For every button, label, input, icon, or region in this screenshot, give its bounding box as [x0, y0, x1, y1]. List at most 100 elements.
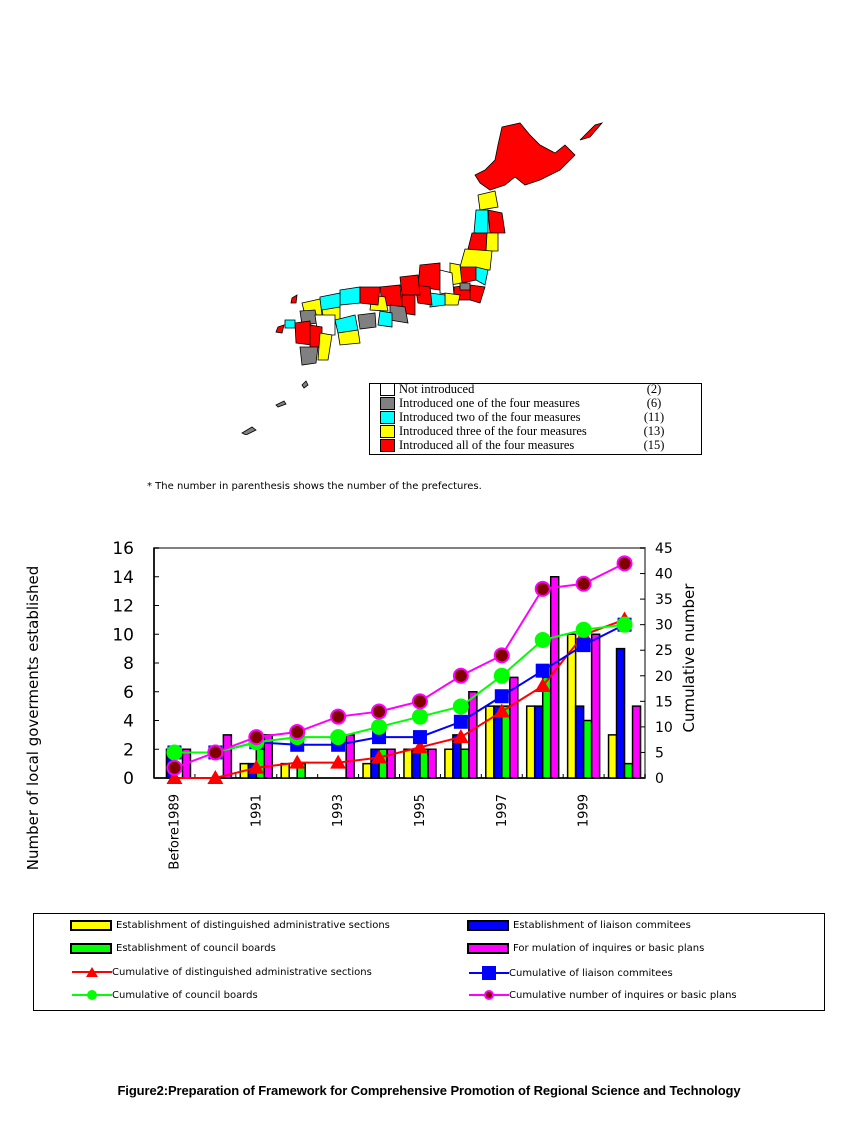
- legend-item: Cumulative of liaison commitees: [469, 966, 673, 980]
- legend-label: Establishment of liaison commitees: [513, 920, 691, 931]
- x-tick-label: 1997: [495, 794, 510, 827]
- y-tick-label: 12: [112, 597, 134, 617]
- legend-item: Establishment of distinguished administr…: [70, 920, 390, 931]
- bar: [574, 705, 585, 779]
- legend-item: Cumulative of council boards: [72, 989, 258, 1001]
- legend-item: Establishment of council boards: [70, 943, 276, 954]
- legend-swatch-gray: [380, 396, 395, 410]
- y-tick-label: 4: [123, 712, 134, 732]
- bar: [509, 676, 519, 779]
- x-tick-label: 1999: [577, 794, 592, 827]
- bar: [468, 691, 478, 779]
- bar: [607, 734, 618, 779]
- x-tick-label: Before1989: [167, 794, 182, 870]
- legend-label: Establishment of distinguished administr…: [116, 920, 390, 931]
- chart-legend: Establishment of distinguished administr…: [33, 913, 825, 1011]
- bar: [411, 748, 421, 779]
- y-tick-label: 14: [112, 568, 134, 588]
- y2-tick-label: 15: [655, 694, 673, 710]
- legend-item: For mulation of inquires or basic plans: [467, 943, 704, 954]
- map-legend-item: Not introduced: [380, 382, 474, 396]
- legend-count: (11): [643, 410, 665, 424]
- bar: [623, 762, 634, 779]
- legend-item: Cumulative number of inquires or basic p…: [469, 989, 737, 1001]
- legend-swatch-red: [380, 438, 395, 452]
- y2-tick-label: 40: [655, 567, 673, 583]
- figure-caption: Figure2:Preparation of Framework for Com…: [117, 1083, 741, 1098]
- x-tick-label: 1993: [331, 794, 346, 827]
- combo-chart: 0 2 4 6 8 10 12 14 16 0 5 10 15 20 25 30 35 40 45 Before198…: [24, 539, 698, 871]
- y2-tick-label: 10: [655, 720, 673, 736]
- y2-axis-title: Cumulative number: [680, 583, 698, 733]
- bar: [444, 748, 454, 779]
- y-tick-label: 2: [123, 740, 134, 760]
- bar: [590, 633, 601, 779]
- bar: [362, 762, 372, 779]
- legend-line-triangle-icon: [72, 967, 112, 977]
- map-legend: Not introduced (2) Introduced one of the…: [369, 382, 702, 455]
- y-tick-label: 16: [112, 539, 134, 559]
- legend-label: Introduced two of the four measures: [399, 409, 581, 424]
- map-legend-item: Introduced one of the four measures: [380, 396, 580, 410]
- map-note: * The number in parenthesis shows the nu…: [147, 481, 482, 492]
- legend-bar-yellow-icon: [70, 920, 112, 931]
- legend-label: Cumulative number of inquires or basic p…: [509, 989, 737, 1001]
- legend-label: Cumulative of distinguished administrati…: [112, 966, 372, 978]
- x-tick-label: 1991: [249, 794, 264, 827]
- legend-label: Not introduced: [399, 381, 475, 396]
- legend-line-square-icon: [469, 966, 509, 980]
- bar: [615, 647, 626, 779]
- y2-tick-label: 35: [655, 592, 673, 608]
- legend-swatch-cyan: [380, 410, 395, 424]
- y2-tick-label: 0: [655, 771, 664, 787]
- y-tick-label: 6: [123, 683, 134, 703]
- y2-tick-label: 5: [655, 745, 664, 761]
- bar: [525, 705, 536, 779]
- bar: [549, 576, 560, 779]
- legend-label: For mulation of inquires or basic plans: [513, 943, 705, 954]
- bar: [403, 748, 413, 779]
- legend-bar-green-icon: [70, 943, 112, 954]
- legend-count: (6): [646, 396, 662, 410]
- map-legend-item: Introduced two of the four measures: [380, 410, 581, 424]
- bar: [566, 633, 577, 779]
- bar: [631, 705, 642, 779]
- map-legend-item: Introduced three of the four measures: [380, 424, 587, 438]
- legend-item: Cumulative of distinguished administrati…: [72, 966, 372, 978]
- japan-prefecture-map: [241, 122, 604, 435]
- legend-line-dark-circle-icon: [469, 990, 509, 1000]
- y-axis-title: Number of local goverments established: [24, 566, 42, 871]
- legend-item: Establishment of liaison commitees: [467, 920, 691, 931]
- bar: [541, 676, 552, 779]
- y-tick-label: 8: [123, 654, 134, 674]
- x-tick-label: 1995: [413, 794, 428, 827]
- legend-bar-blue-icon: [467, 920, 509, 931]
- legend-count: (15): [643, 438, 665, 452]
- legend-count: (13): [643, 424, 665, 438]
- bar: [460, 748, 470, 779]
- bar: [582, 719, 593, 779]
- legend-label: Establishment of council boards: [116, 943, 276, 954]
- y2-tick-label: 45: [655, 541, 673, 557]
- bar: [386, 748, 396, 779]
- y2-tick-label: 25: [655, 643, 673, 659]
- bar: [222, 734, 233, 779]
- legend-label: Introduced all of the four measures: [399, 437, 575, 452]
- y-tick-label: 0: [123, 769, 134, 789]
- legend-swatch-white: [380, 382, 395, 396]
- bar: [533, 705, 544, 779]
- y-tick-label: 10: [112, 625, 134, 645]
- bar: [427, 748, 437, 779]
- legend-label: Introduced one of the four measures: [399, 395, 580, 410]
- y2-tick-label: 20: [655, 669, 673, 685]
- legend-line-circle-icon: [72, 990, 112, 1000]
- legend-label: Cumulative of liaison commitees: [509, 967, 673, 979]
- y2-tick-label: 30: [655, 618, 673, 634]
- legend-bar-magenta-icon: [467, 943, 509, 954]
- bar: [419, 748, 429, 779]
- legend-label: Introduced three of the four measures: [399, 423, 587, 438]
- legend-count: (2): [646, 382, 662, 396]
- legend-swatch-yellow: [380, 424, 395, 438]
- map-legend-item: Introduced all of the four measures: [380, 438, 574, 452]
